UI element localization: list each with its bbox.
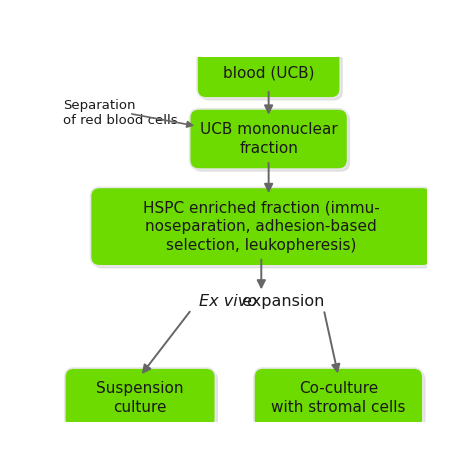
Text: Separation
of red blood cells: Separation of red blood cells: [63, 100, 178, 128]
FancyBboxPatch shape: [67, 371, 218, 431]
FancyBboxPatch shape: [65, 368, 215, 428]
FancyBboxPatch shape: [256, 371, 426, 431]
Text: HSPC enriched fraction (immu-
noseparation, adhesion-based
selection, leukophere: HSPC enriched fraction (immu- noseparati…: [143, 201, 380, 253]
FancyBboxPatch shape: [192, 111, 350, 172]
Text: Ex vivo: Ex vivo: [199, 294, 257, 309]
Text: expansion: expansion: [237, 294, 325, 309]
FancyBboxPatch shape: [254, 368, 423, 428]
Text: Co-culture
with stromal cells: Co-culture with stromal cells: [271, 382, 406, 415]
FancyBboxPatch shape: [190, 109, 347, 169]
FancyBboxPatch shape: [91, 187, 432, 266]
FancyBboxPatch shape: [93, 190, 435, 268]
FancyBboxPatch shape: [197, 49, 340, 98]
Text: Suspension
culture: Suspension culture: [96, 382, 184, 415]
Text: UCB mononuclear
fraction: UCB mononuclear fraction: [200, 122, 337, 156]
Text: blood (UCB): blood (UCB): [223, 66, 314, 81]
FancyBboxPatch shape: [200, 51, 343, 100]
